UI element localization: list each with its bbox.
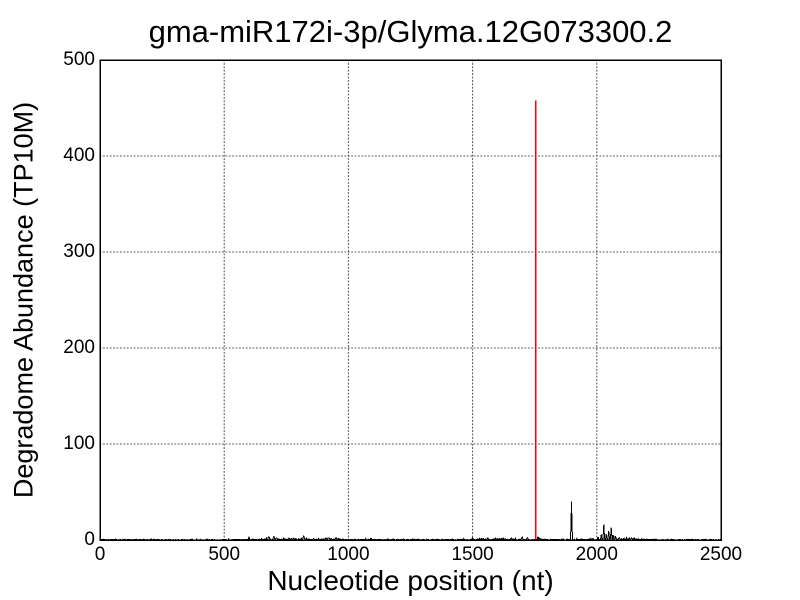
svg-text:500: 500 [208,544,240,565]
svg-text:1500: 1500 [451,544,493,565]
svg-text:0: 0 [84,529,95,550]
svg-text:2500: 2500 [700,544,742,565]
svg-text:300: 300 [63,241,95,262]
svg-text:2000: 2000 [576,544,618,565]
svg-text:1000: 1000 [327,544,369,565]
svg-text:0: 0 [95,544,106,565]
svg-text:100: 100 [63,433,95,454]
svg-text:400: 400 [63,145,95,166]
svg-text:500: 500 [63,49,95,70]
svg-text:200: 200 [63,337,95,358]
